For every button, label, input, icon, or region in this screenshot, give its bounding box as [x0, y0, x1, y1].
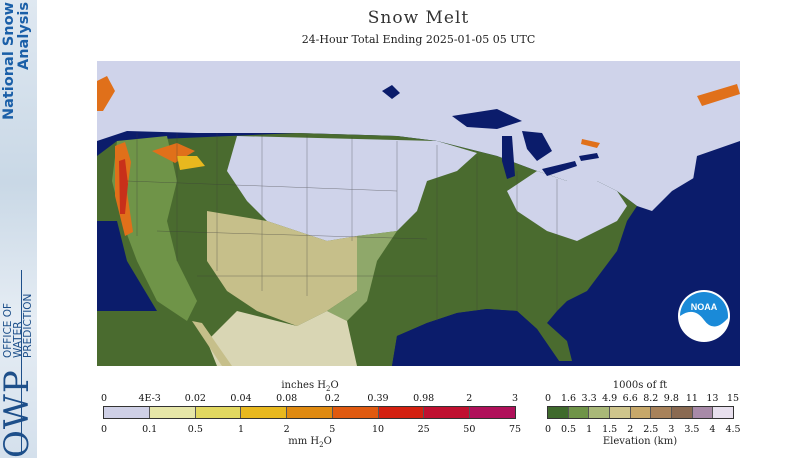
baja-california [192, 321, 232, 366]
elevation-legend-colorbar [547, 406, 734, 419]
melt-bottom-tick-label: 0.1 [142, 424, 158, 435]
melt-bottom-tick-label: 2 [283, 424, 290, 435]
melt-bottom-tick-label: 50 [463, 424, 476, 435]
page-subtitle: 24-Hour Total Ending 2025-01-05 05 UTC [301, 33, 536, 46]
northeast-snow [507, 171, 627, 241]
melt-bottom-tick-label: 1 [237, 424, 245, 435]
lake-huron [522, 131, 552, 161]
melt-bottom-tick-label: 5 [329, 424, 336, 435]
mexico-land [207, 311, 357, 366]
elevation-legend-top-unit: 1000s of ft [612, 380, 668, 391]
elevation-top-tick-label: 0 [544, 393, 552, 404]
elevation-top-tick-label: 1.6 [560, 393, 577, 404]
melt-legend-swatch [424, 407, 471, 418]
canada-land [97, 61, 740, 211]
melt-cascades-red [119, 159, 128, 214]
elevation-bottom-tick-label: 0.5 [560, 424, 577, 435]
melt-legend-swatch [470, 407, 516, 418]
melt-bottom-tick-label: 25 [417, 424, 430, 435]
melt-legend-swatch [332, 407, 379, 418]
elevation-bottom-tick-label: 1 [586, 424, 593, 435]
melt-rockies-1 [152, 143, 195, 163]
state-borders [126, 133, 558, 321]
elevation-top-tick-label: 4.9 [602, 393, 618, 404]
sidebar-org-name: OFFICE OF WATER PREDICTION [2, 293, 34, 358]
elevation-legend-swatch [630, 407, 652, 418]
melt-rockies-2 [177, 156, 205, 170]
melt-legend-bottom-unit: mm H2O [288, 436, 332, 449]
elevation-legend-swatch [568, 407, 590, 418]
southwest-terrain [207, 211, 357, 326]
elevation-bottom-tick-label: 0 [544, 424, 552, 435]
melt-top-tick-label: 0.98 [413, 393, 435, 404]
melt-bc [97, 76, 115, 111]
elevation-bottom-tick-label: 3.5 [684, 424, 700, 435]
pacific-shadow [97, 221, 157, 311]
snow-melt-map: NOAA [97, 61, 740, 366]
elevation-top-tick-label: 8.2 [643, 393, 659, 404]
melt-legend-swatch [104, 407, 150, 418]
melt-bottom-tick-label: 0.5 [187, 424, 203, 435]
sidebar-banner: National Snow Analysis OFFICE OF WATER P… [0, 0, 37, 458]
melt-top-tick-label: 4E-3 [138, 393, 161, 404]
melt-ontario [581, 139, 600, 148]
elevation-top-tick-label: 6.6 [622, 393, 638, 404]
melt-legend-swatch [195, 407, 242, 418]
west-coast-terrain [112, 136, 197, 321]
lake-superior [452, 109, 522, 129]
canadian-lake [382, 85, 400, 99]
elevation-top-tick-label: 15 [726, 393, 740, 404]
sidebar-divider [21, 270, 22, 455]
sidebar-org-abbr: OWP [0, 369, 37, 458]
elevation-legend-swatch [610, 407, 631, 418]
melt-top-tick-label: 2 [466, 393, 473, 404]
melt-legend-swatch [149, 407, 196, 418]
lake-michigan [502, 136, 515, 179]
elevation-legend-swatch [713, 407, 734, 418]
gulf-of-mexico [392, 309, 559, 366]
melt-top-tick-label: 0.2 [324, 393, 340, 404]
elevation-top-tick-label: 13 [706, 393, 719, 404]
elevation-bottom-tick-label: 4 [709, 424, 716, 435]
elevation-top-tick-label: 11 [685, 393, 698, 404]
lake-erie [542, 161, 577, 176]
elevation-top-tick-label: 3.3 [581, 393, 597, 404]
atlantic-canada [692, 141, 740, 196]
page-title: Snow Melt [367, 8, 470, 28]
melt-top-tick-label: 3 [511, 393, 519, 404]
melt-legend-colorbar [103, 406, 516, 419]
elevation-bottom-tick-label: 3 [668, 424, 675, 435]
melt-top-tick-label: 0.39 [367, 393, 389, 404]
melt-bottom-tick-label: 10 [371, 424, 385, 435]
elevation-legend-swatch [589, 407, 611, 418]
melt-legend-swatch [241, 407, 288, 418]
melt-top-tick-label: 0 [100, 393, 108, 404]
elevation-legend-swatch [692, 407, 714, 418]
elevation-legend-swatch [672, 407, 693, 418]
elevation-legend-swatch [651, 407, 673, 418]
elevation-legend-bottom-unit: Elevation (km) [602, 436, 678, 447]
elevation-top-tick-label: 9.8 [663, 393, 679, 404]
melt-bottom-tick-label: 75 [508, 424, 522, 435]
melt-legend-swatch [287, 407, 333, 418]
noaa-logo-text: NOAA [691, 302, 718, 312]
lake-ontario [579, 153, 599, 161]
melt-legend-swatch [378, 407, 425, 418]
noaa-logo: NOAA [678, 290, 730, 342]
melt-legend-top-unit: inches H2O [281, 380, 339, 393]
melt-top-tick-label: 0.02 [184, 393, 206, 404]
melt-bottom-tick-label: 0 [100, 424, 108, 435]
elevation-bottom-tick-label: 4.5 [725, 424, 741, 435]
melt-quebec [697, 84, 740, 106]
melt-top-tick-label: 0.04 [230, 393, 252, 404]
melt-top-tick-label: 0.08 [276, 393, 298, 404]
elevation-bottom-tick-label: 1.5 [602, 424, 618, 435]
elevation-bottom-tick-label: 2 [627, 424, 634, 435]
elevation-bottom-tick-label: 2.5 [643, 424, 659, 435]
sidebar-title: National Snow Analysis [1, 2, 32, 121]
elevation-legend-swatch [548, 407, 569, 418]
